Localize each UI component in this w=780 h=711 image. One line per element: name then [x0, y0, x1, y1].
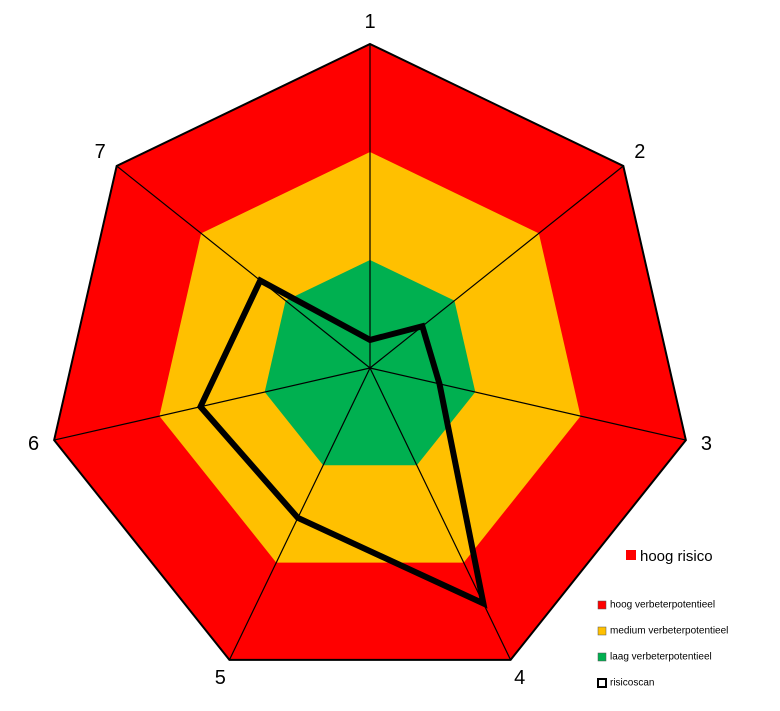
spoke — [369, 367, 687, 441]
spoke — [53, 367, 371, 441]
axis-label: 5 — [215, 667, 226, 689]
spoke — [369, 367, 512, 661]
axis-label: 6 — [28, 433, 39, 455]
spoke — [116, 165, 371, 369]
legend-swatch — [597, 678, 607, 688]
line-series — [196, 276, 488, 609]
legend-swatch — [597, 600, 607, 610]
axis-label: 2 — [634, 141, 645, 163]
annotation-swatch — [626, 550, 636, 560]
spoke — [369, 165, 624, 369]
spoke — [228, 367, 371, 661]
legend-label: medium verbeterpotentieel — [610, 626, 728, 637]
legend-label: hoog verbeterpotentieel — [610, 600, 715, 611]
legend-label: laag verbeterpotentieel — [610, 652, 712, 663]
annotation: hoog risico — [640, 548, 713, 565]
axis-label: 3 — [701, 433, 712, 455]
legend-label: risicoscan — [610, 678, 654, 689]
axis-label: 1 — [364, 11, 375, 33]
legend-swatch — [597, 652, 607, 662]
axis-label: 4 — [514, 667, 525, 689]
axis-label: 7 — [95, 141, 106, 163]
legend-swatch — [597, 626, 607, 636]
